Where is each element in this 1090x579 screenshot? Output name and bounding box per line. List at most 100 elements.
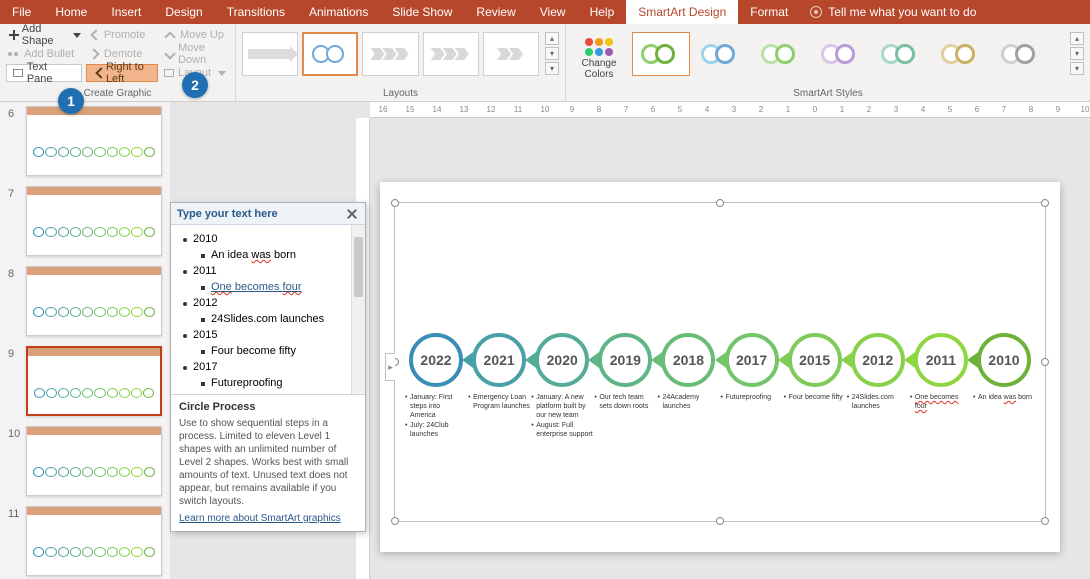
layouts-more[interactable]: ▴▾▾ [545,32,559,75]
rtl-label: Right to Left [106,61,151,85]
smartart-selection[interactable]: ▸ 2022January: First steps into AmericaJ… [394,202,1046,522]
layout-icon [164,69,174,77]
group-smartart-styles: Change Colors ▴▾▾ SmartArt Styles [566,24,1090,101]
tell-me-search[interactable]: Tell me what you want to do [810,5,976,19]
scrollbar[interactable] [351,225,365,394]
tab-smartart-design[interactable]: SmartArt Design [626,0,738,24]
tab-home[interactable]: Home [43,0,99,24]
textpane-item[interactable]: One becomes four [175,279,361,295]
slide-stage: 1615141312111098765432101234567891011121… [170,102,1090,579]
resize-handle[interactable] [1041,199,1049,207]
tab-design[interactable]: Design [153,0,214,24]
slide-thumbnail[interactable] [26,506,162,576]
style-option[interactable] [872,32,930,76]
ribbon: Add Shape Add Bullet Text Pane Promote D… [0,24,1090,102]
year-circle: 2019 [598,333,652,387]
slide-thumbnail[interactable] [26,186,162,256]
textpane-item[interactable]: 24Slides.com launches [175,311,361,327]
style-option[interactable] [932,32,990,76]
promote-button: Promote [86,26,158,44]
resize-handle[interactable] [1041,358,1049,366]
tab-view[interactable]: View [528,0,578,24]
styles-more[interactable]: ▴▾▾ [1070,26,1084,88]
timeline-node[interactable]: 2017 Futureproofing [721,333,783,440]
textpane-item[interactable]: 2017 [175,359,361,375]
learn-more-link[interactable]: Learn more about SmartArt graphics [179,512,341,525]
timeline-node[interactable]: 2010An idea was born [973,333,1035,440]
textpane-item[interactable]: 2015 [175,327,361,343]
slide-canvas[interactable]: ▸ 2022January: First steps into AmericaJ… [380,182,1060,552]
timeline-node[interactable]: 201824Academy launches [657,333,719,440]
textpane-body[interactable]: 2010An idea was born2011One becomes four… [171,225,365,395]
demote-label: Demote [104,48,143,60]
close-icon[interactable] [345,207,359,221]
tab-insert[interactable]: Insert [99,0,153,24]
timeline-node[interactable]: 2020January: A new platform built by our… [531,333,593,440]
textpane-item[interactable]: 2012 [175,295,361,311]
change-colors-button[interactable]: Change Colors [572,26,626,88]
year-circle: 2017 [725,333,779,387]
tab-transitions[interactable]: Transitions [215,0,297,24]
textpane-item[interactable]: 2011 [175,263,361,279]
resize-handle[interactable] [716,199,724,207]
textpane-item[interactable]: Four become fifty [175,343,361,359]
style-option[interactable] [752,32,810,76]
year-circle: 2015 [788,333,842,387]
slide-thumbnails: 67891011 [0,102,170,579]
add-shape-button[interactable]: Add Shape [6,26,82,44]
timeline-node[interactable]: 201224Slides.com launches [847,333,909,440]
node-description: Futureproofing [721,393,783,403]
group-label: SmartArt Styles [572,88,1084,101]
ruler-horizontal: 1615141312111098765432101234567891011121… [370,102,1090,118]
node-description: 24Slides.com launches [847,393,909,412]
textpane-expander[interactable]: ▸ [385,353,395,381]
arrow-right-icon [88,48,100,60]
style-option[interactable] [812,32,870,76]
tab-help[interactable]: Help [578,0,627,24]
slide-thumbnail[interactable] [26,266,162,336]
tab-slideshow[interactable]: Slide Show [380,0,464,24]
layout-option-5[interactable] [483,32,539,76]
timeline-node[interactable]: 2022January: First steps into AmericaJul… [405,333,467,440]
layout-option-4[interactable] [423,32,479,76]
callout-badge-1: 1 [58,88,84,114]
node-description: Four become fifty [784,393,846,403]
add-shape-label: Add Shape [22,23,66,47]
textpane-item[interactable]: An idea was born [175,247,361,263]
timeline-node[interactable]: 2011One becomes four [910,333,972,440]
right-to-left-button[interactable]: Right to Left [86,64,158,82]
layout-option-3[interactable] [362,32,418,76]
style-option[interactable] [692,32,750,76]
year-circle: 2010 [977,333,1031,387]
rtl-icon [93,67,102,79]
timeline-node[interactable]: 2019Our tech team sets down roots [594,333,656,440]
textpane-footer: Circle Process Use to show sequential st… [171,395,365,531]
node-description: One becomes four [910,393,972,412]
style-option[interactable] [632,32,690,76]
textpane-icon [13,69,23,77]
bullet-icon [8,48,20,60]
timeline-node[interactable]: 2015 Four become fifty [784,333,846,440]
slide-thumbnail[interactable] [26,346,162,416]
tab-animations[interactable]: Animations [297,0,380,24]
tab-review[interactable]: Review [464,0,527,24]
footer-text: Use to show sequential steps in a proces… [179,418,348,507]
textpane-item[interactable]: Futureproofing [175,375,361,391]
layout-option-1[interactable] [242,32,298,76]
tab-format[interactable]: Format [738,0,800,24]
slide-thumbnail[interactable] [26,106,162,176]
layout-option-2[interactable] [302,32,358,76]
slide-thumbnail[interactable] [26,426,162,496]
textpane-item[interactable]: 2010 [175,231,361,247]
thumb-number: 11 [8,506,20,520]
timeline-node[interactable]: 2021Emergency Loan Program launches [468,333,530,440]
smartart-text-pane: Type your text here 2010An idea was born… [170,202,366,532]
style-option[interactable] [992,32,1050,76]
move-up-label: Move Up [180,29,224,41]
tab-file[interactable]: File [0,0,43,24]
resize-handle[interactable] [716,517,724,525]
resize-handle[interactable] [1041,517,1049,525]
resize-handle[interactable] [391,199,399,207]
resize-handle[interactable] [391,517,399,525]
text-pane-button[interactable]: Text Pane [6,64,82,82]
